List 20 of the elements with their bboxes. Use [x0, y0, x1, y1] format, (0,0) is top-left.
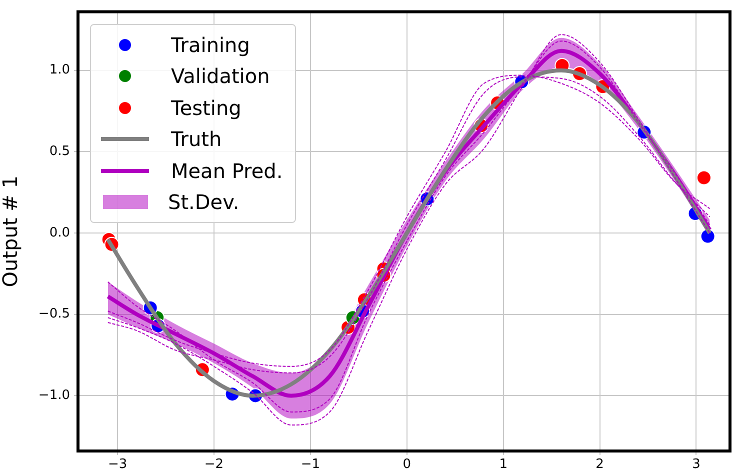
x-tick-label: 0	[402, 457, 412, 470]
y-tick-label: 0.0	[49, 225, 70, 240]
x-tick-label: −3	[108, 457, 128, 470]
y-tick-label: 1.0	[49, 62, 70, 78]
y-tick-label: 0.5	[49, 144, 70, 160]
y-tick-label: −0.5	[38, 306, 70, 322]
x-tick-label: 3	[692, 457, 700, 470]
annotation: St.Dev.	[168, 190, 240, 214]
y-tick-label: −1.0	[38, 388, 70, 404]
legend-label: Mean Pred.	[171, 158, 283, 183]
legend-label: Validation	[171, 64, 270, 88]
x-tick-label: 2	[596, 457, 604, 470]
x-tick-label: 1	[499, 457, 508, 470]
legend-label: Truth	[171, 127, 222, 152]
legend-label: Training	[171, 32, 250, 57]
x-tick-label: −1	[300, 457, 320, 470]
y-axis-title: Output # 1	[0, 176, 22, 288]
x-tick-label: −2	[204, 457, 224, 470]
legend-label: Testing	[171, 96, 242, 120]
point	[696, 170, 712, 186]
